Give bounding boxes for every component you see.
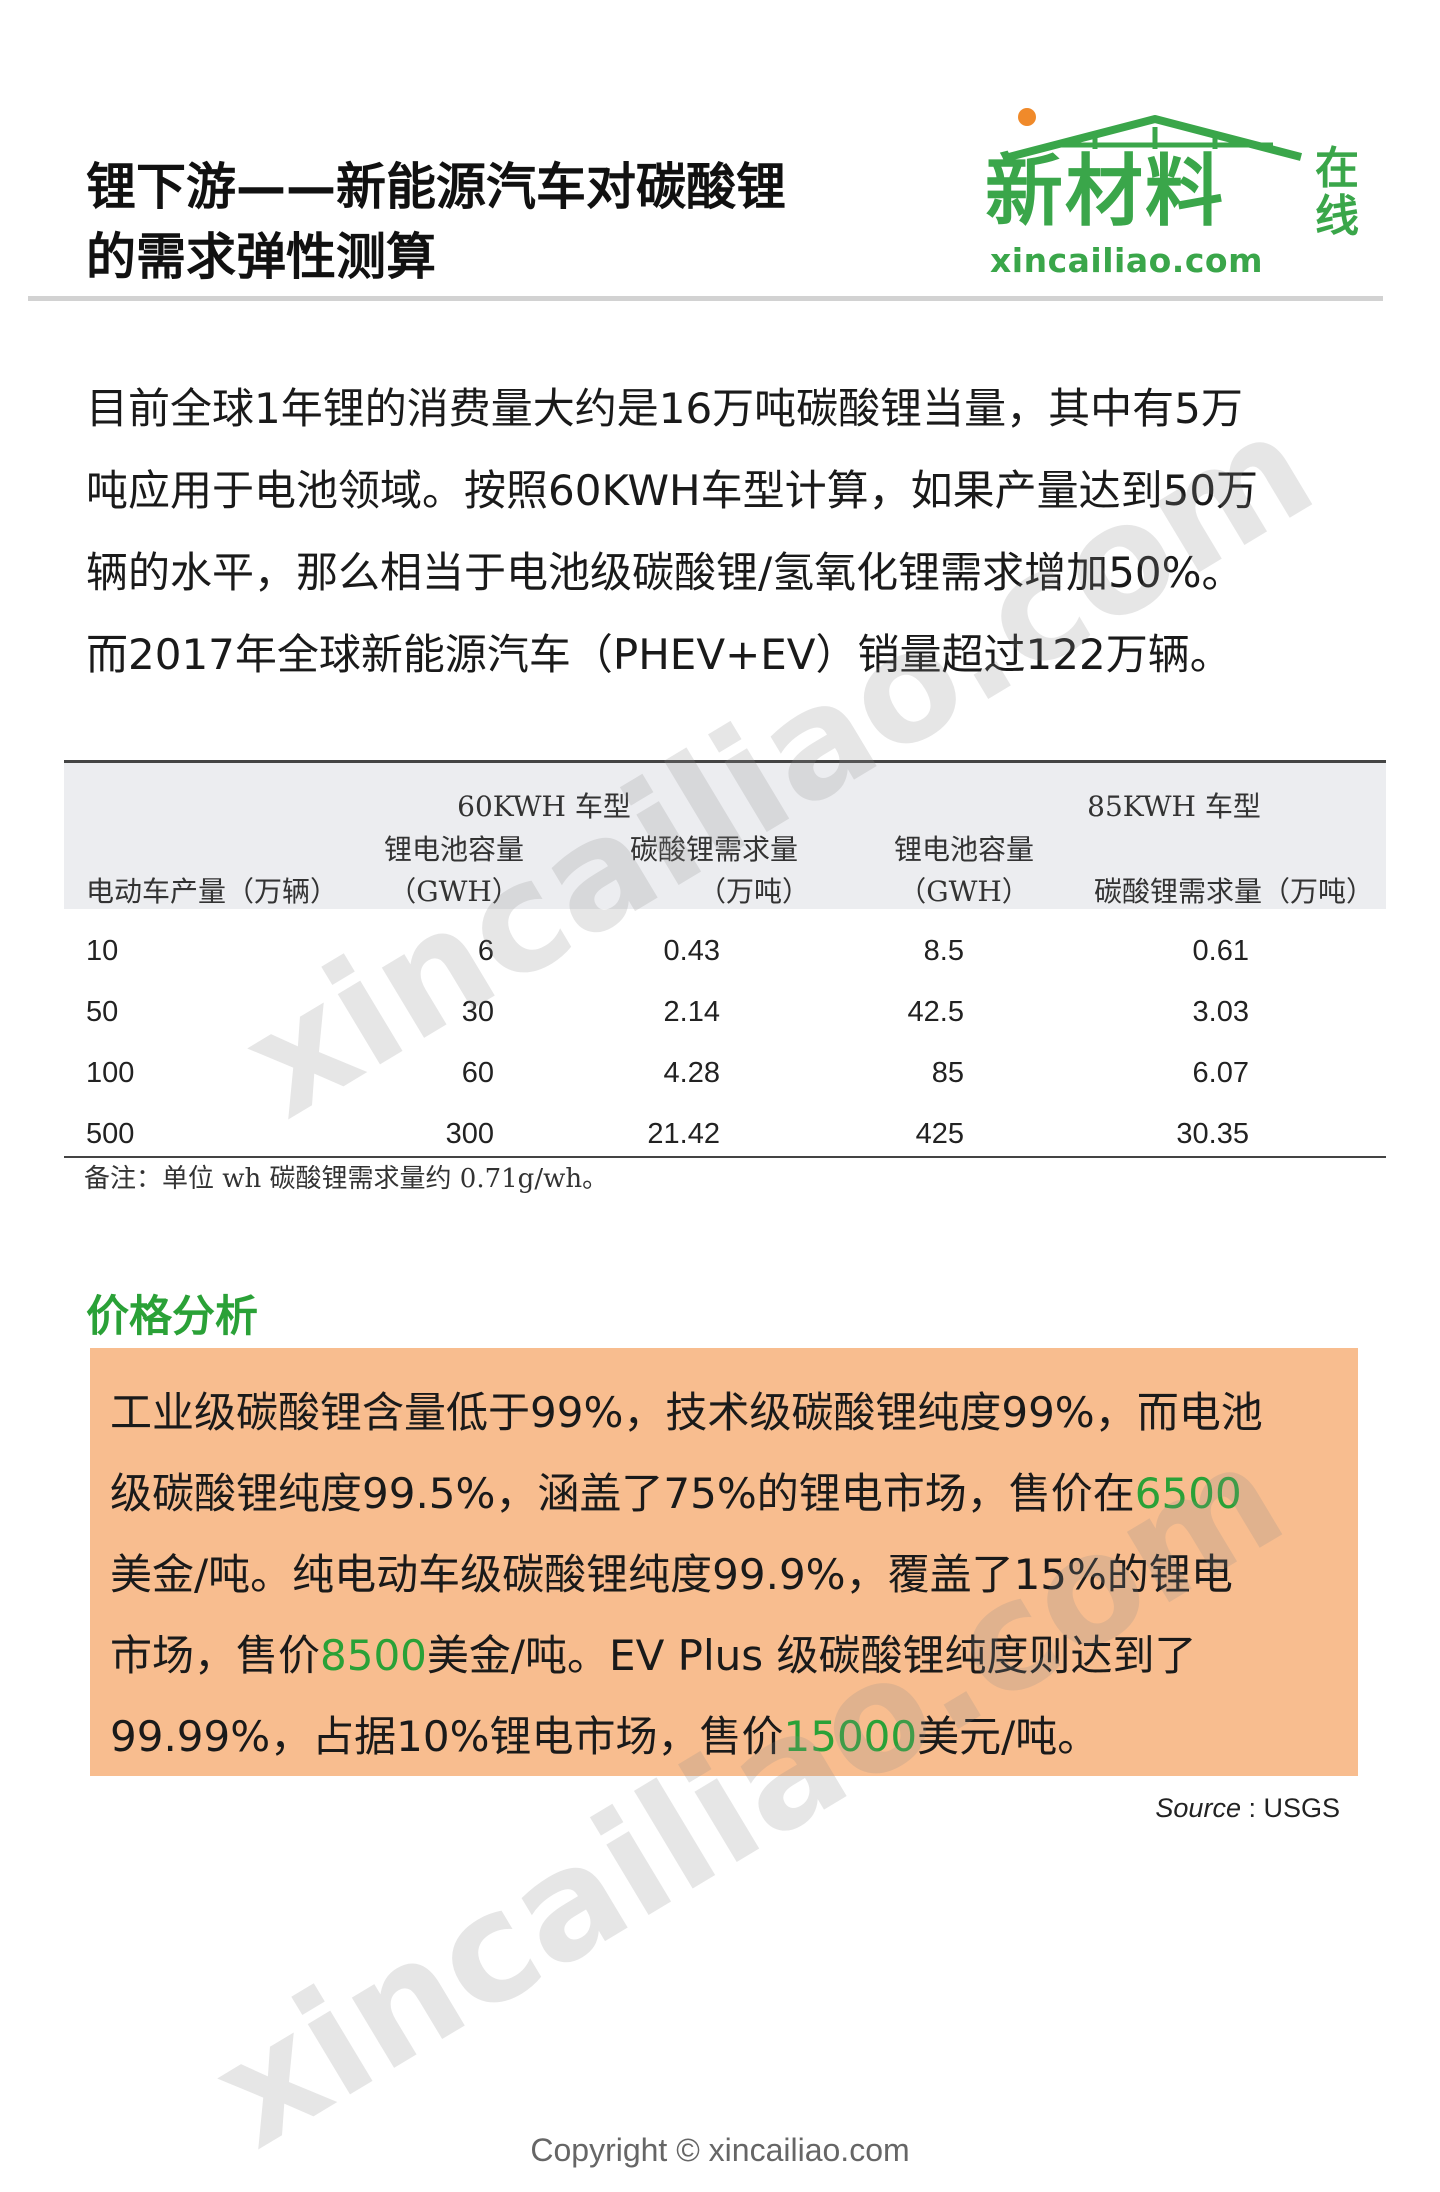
cell-capacity-60: 6: [477, 935, 494, 967]
col-production: 电动车产量（万辆）: [86, 875, 339, 908]
cell-demand-60: 21.42: [647, 1118, 720, 1150]
col-demand-60-line2: （万吨）: [697, 875, 810, 908]
source-value: : USGS: [1240, 1793, 1340, 1823]
price-highlight: 6500: [1134, 1469, 1242, 1518]
cell-demand-85: 30.35: [1176, 1118, 1249, 1150]
cell-demand-85: 0.61: [1192, 935, 1249, 967]
price-line: 美金/吨。纯电动车级碳酸锂纯度99.9%，覆盖了15%的锂电: [110, 1550, 1233, 1599]
cell-production: 50: [86, 996, 119, 1028]
section-title-price: 价格分析: [86, 1292, 258, 1342]
cell-capacity-85: 425: [915, 1118, 964, 1150]
cell-demand-60: 0.43: [663, 935, 720, 967]
col-capacity-85-line2: （GWH）: [898, 875, 1030, 908]
source-citation: Source : USGS: [1155, 1793, 1340, 1824]
price-analysis-box: 工业级碳酸锂含量低于99%，技术级碳酸锂纯度99%，而电池 级碳酸锂纯度99.5…: [90, 1348, 1358, 1776]
title-line-1: 锂下游——新能源汽车对碳酸锂: [86, 158, 786, 216]
table-header: [64, 763, 1386, 909]
price-line: 99.99%，占据10%锂电市场，售价: [110, 1712, 784, 1761]
cell-demand-85: 3.03: [1192, 996, 1249, 1028]
page-title: 锂下游——新能源汽车对碳酸锂 的需求弹性测算: [86, 152, 786, 292]
cell-demand-85: 6.07: [1192, 1057, 1249, 1089]
table-top-rule: [64, 760, 1386, 763]
cell-capacity-85: 42.5: [907, 996, 964, 1028]
cell-demand-60: 4.28: [663, 1057, 720, 1089]
xincailiao-logo[interactable]: 新材料 在线 xincailiao.com: [985, 105, 1385, 285]
col-capacity-85-line1: 锂电池容量: [893, 833, 1034, 866]
cell-production: 10: [86, 935, 119, 967]
cell-demand-60: 2.14: [663, 996, 720, 1028]
intro-line: 目前全球1年锂的消费量大约是16万吨碳酸锂当量，其中有5万: [86, 384, 1243, 433]
cell-capacity-85: 8.5: [923, 935, 964, 967]
logo-domain: xincailiao.com: [990, 241, 1263, 280]
cell-production: 500: [86, 1118, 135, 1150]
cell-capacity-60: 300: [445, 1118, 494, 1150]
price-paragraph: 工业级碳酸锂含量低于99%，技术级碳酸锂纯度99%，而电池 级碳酸锂纯度99.5…: [110, 1372, 1338, 1777]
price-line: 美金/吨。EV Plus 级碳酸锂纯度则达到了: [426, 1631, 1197, 1680]
cell-capacity-60: 30: [461, 996, 494, 1028]
col-capacity-60-line1: 锂电池容量: [383, 833, 524, 866]
price-line: 市场，售价: [110, 1631, 321, 1680]
intro-paragraph: 目前全球1年锂的消费量大约是16万吨碳酸锂当量，其中有5万 吨应用于电池领域。按…: [86, 368, 1366, 696]
group-header-60kwh: 60KWH 车型: [457, 790, 631, 823]
price-highlight: 15000: [783, 1712, 918, 1761]
price-line: 美元/吨。: [917, 1712, 1100, 1761]
table-bottom-rule: [64, 1156, 1386, 1158]
intro-line: 而2017年全球新能源汽车（PHEV+EV）销量超过122万辆。: [86, 630, 1232, 679]
price-line: 级碳酸锂纯度99.5%，涵盖了75%的锂电市场，售价在: [110, 1469, 1135, 1518]
col-demand-85: 碳酸锂需求量（万吨）: [1094, 875, 1375, 908]
price-highlight: 8500: [320, 1631, 427, 1680]
copyright-footer: Copyright © xincailiao.com: [530, 2132, 910, 2168]
logo-wordmark: 新材料: [985, 147, 1226, 237]
intro-line: 辆的水平，那么相当于电池级碳酸锂/氢氧化锂需求增加50%。: [86, 548, 1244, 597]
table-note: 备注：单位 wh 碳酸锂需求量约 0.71g/wh。: [84, 1164, 609, 1194]
cell-production: 100: [86, 1057, 135, 1089]
cell-capacity-85: 85: [931, 1057, 964, 1089]
intro-line: 吨应用于电池领域。按照60KWH车型计算，如果产量达到50万: [86, 466, 1259, 515]
price-line: 工业级碳酸锂含量低于99%，技术级碳酸锂纯度99%，而电池: [110, 1388, 1263, 1437]
col-demand-60-line1: 碳酸锂需求量: [629, 833, 798, 866]
col-capacity-60-line2: （GWH）: [388, 875, 520, 908]
source-label: Source: [1155, 1793, 1241, 1823]
cell-capacity-60: 60: [461, 1057, 494, 1089]
logo-online-mark: 在线: [1315, 143, 1359, 242]
house-roof-icon: [1007, 108, 1303, 161]
header-divider: [28, 296, 1383, 301]
group-header-85kwh: 85KWH 车型: [1087, 790, 1261, 823]
title-line-2: 的需求弹性测算: [86, 228, 436, 286]
